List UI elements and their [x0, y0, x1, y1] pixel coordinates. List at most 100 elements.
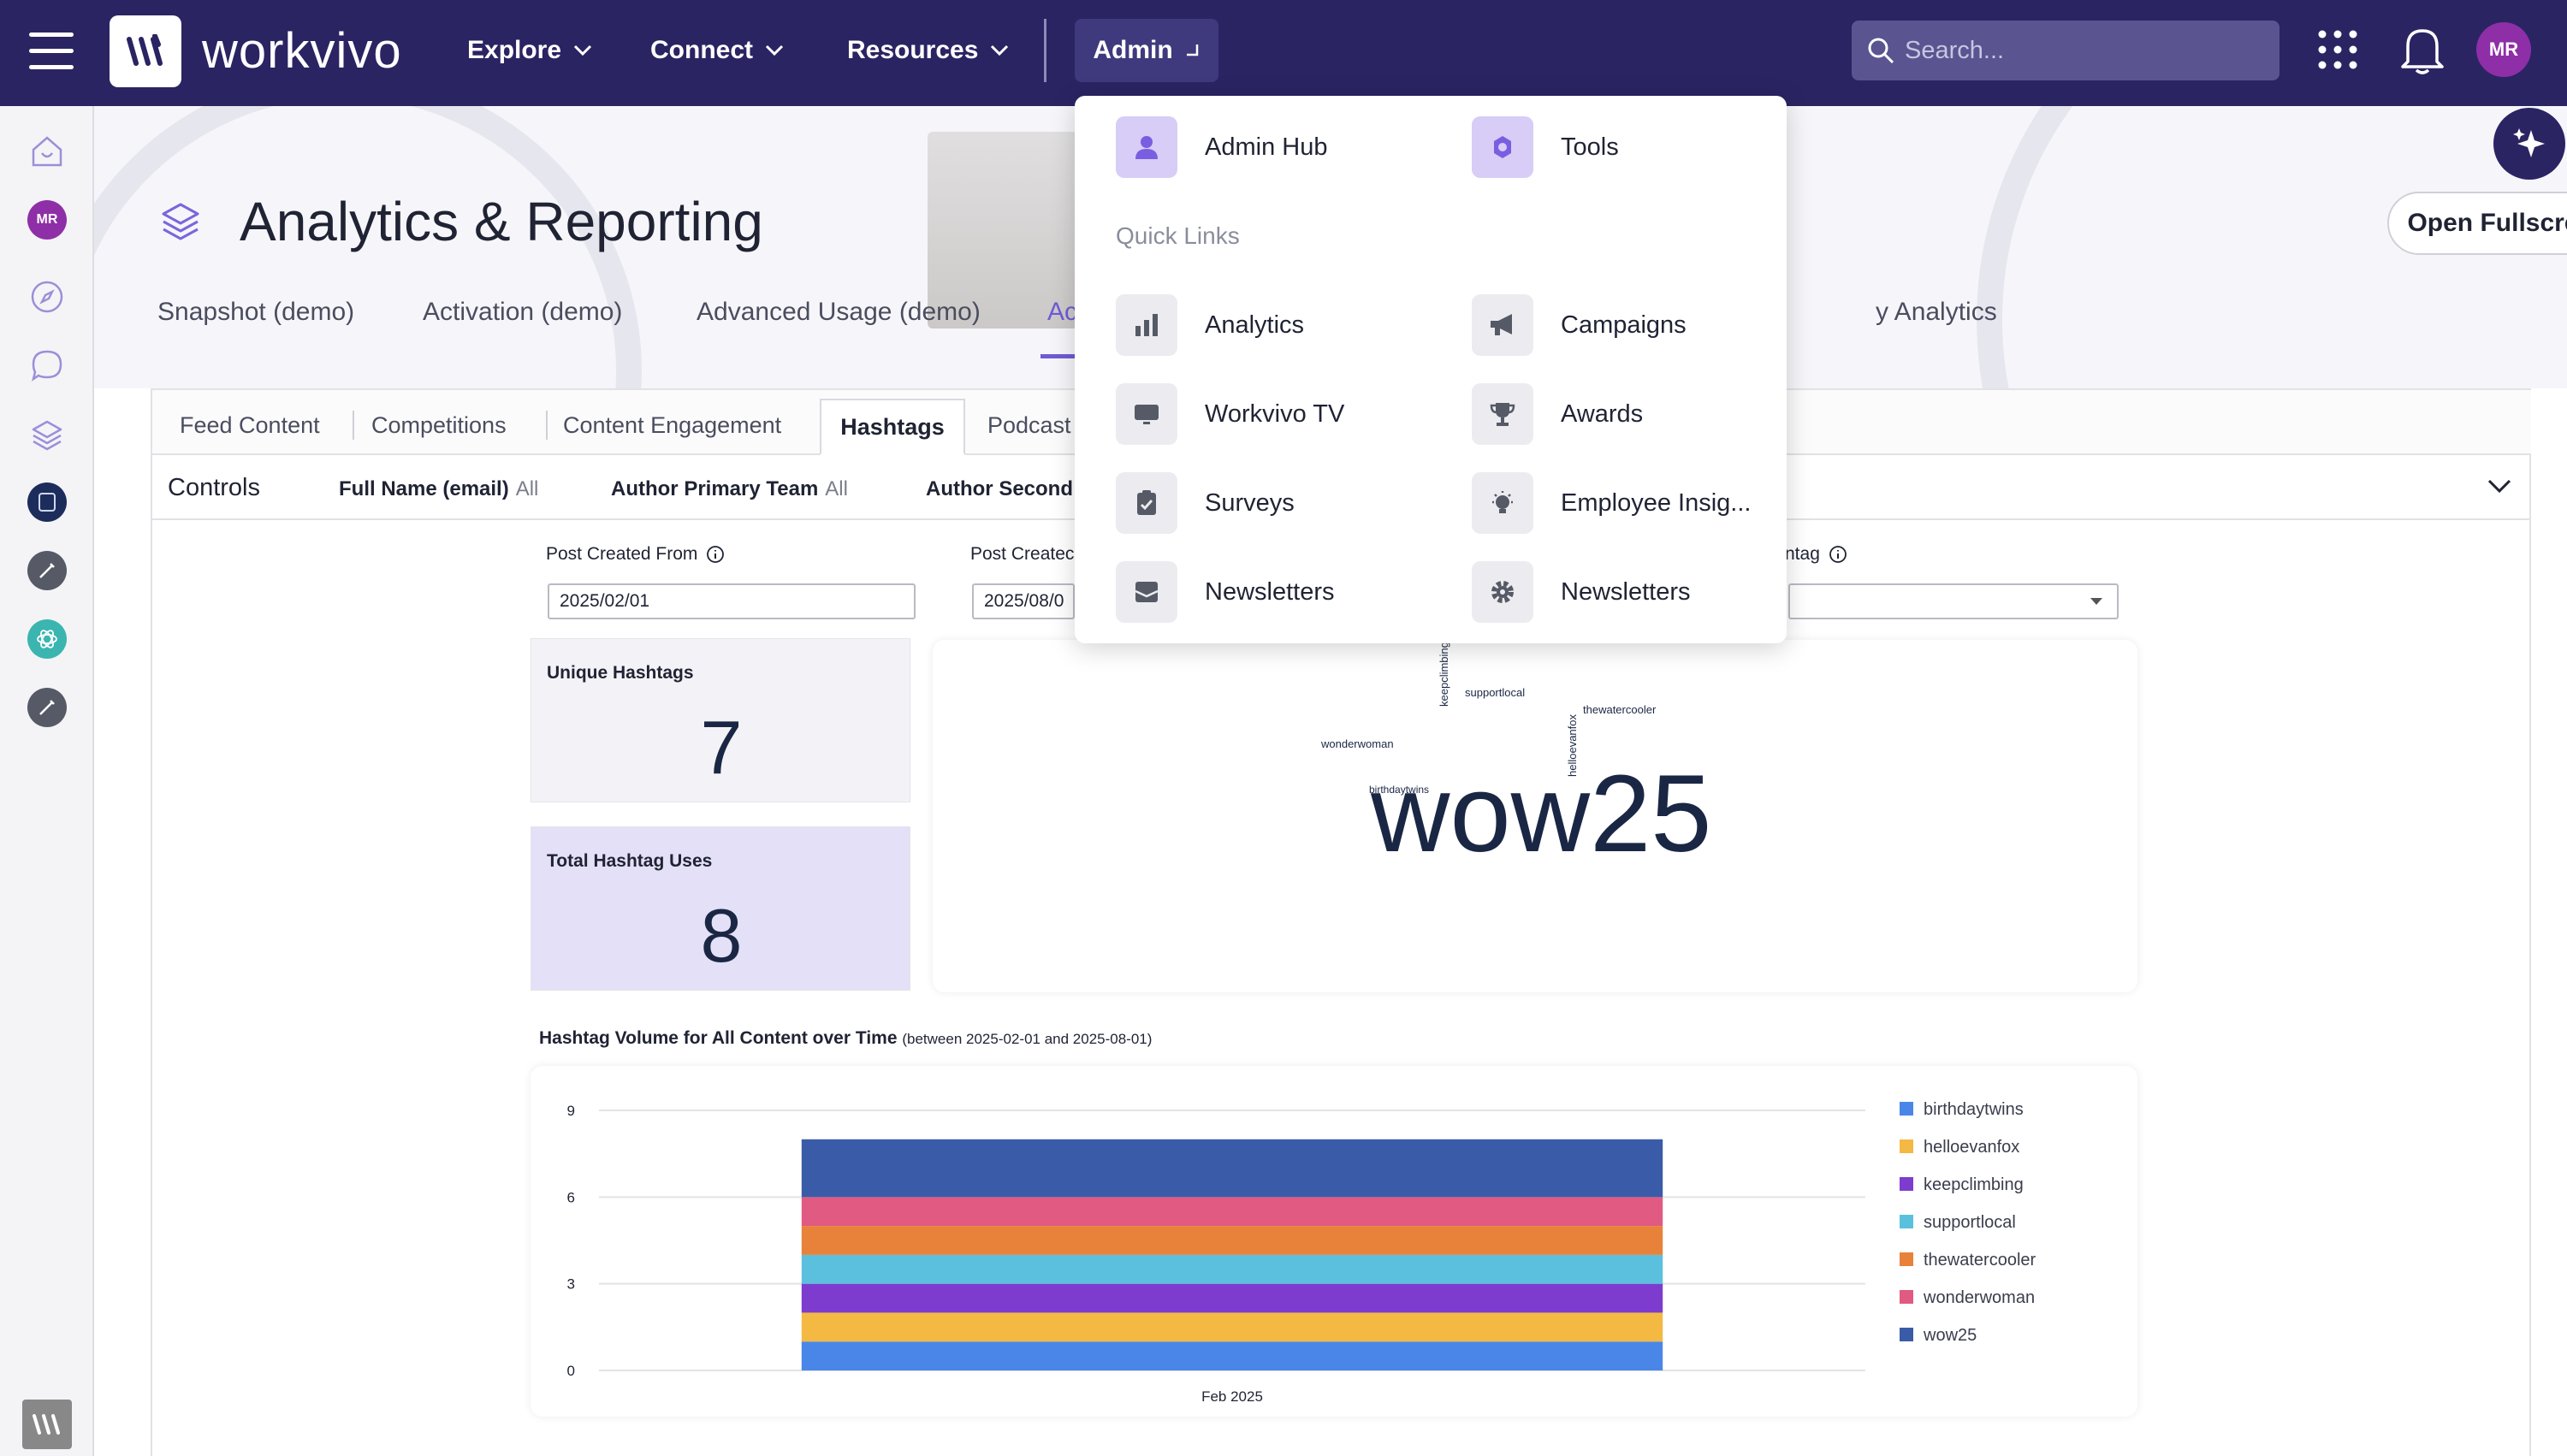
legend-label: thewatercooler	[1924, 1251, 2036, 1270]
app-shortcut-icon[interactable]	[27, 482, 67, 522]
compass-icon[interactable]	[27, 277, 67, 317]
menu-item-tools[interactable]: Tools	[1472, 116, 1619, 178]
workvivo-small-logo-icon[interactable]	[22, 1400, 72, 1449]
menu-item-analytics[interactable]: Analytics	[1116, 294, 1304, 356]
trophy-icon	[1472, 383, 1533, 445]
search-input[interactable]	[1905, 36, 2247, 65]
chart-title: Hashtag Volume for All Content over Time…	[539, 1028, 1152, 1049]
filter-full-name[interactable]: Full Name (email) All	[339, 477, 538, 501]
info-icon[interactable]	[1829, 545, 1847, 564]
bar-segment	[801, 1197, 1663, 1227]
chat-bubble-icon[interactable]	[27, 346, 67, 385]
gear-icon	[1472, 561, 1533, 623]
chevron-down-icon[interactable]	[2487, 477, 2512, 494]
menu-item-campaigns[interactable]: Campaigns	[1472, 294, 1687, 356]
brand-name[interactable]: workvivo	[202, 23, 402, 79]
tab-snapshot[interactable]: Snapshot (demo)	[157, 298, 355, 326]
dashboard-panel: Feed Content Competitions Content Engage…	[151, 388, 2531, 1456]
nav-resources[interactable]: Resources	[847, 36, 1009, 65]
legend-swatch	[1900, 1215, 1913, 1228]
tab-analytics[interactable]: y Analytics	[1876, 298, 1997, 326]
y-tick-label: 9	[567, 1103, 575, 1119]
field-label-text: Post Created From	[546, 544, 698, 564]
menu-item-surveys[interactable]: Surveys	[1116, 472, 1295, 534]
cloud-word: supportlocal	[1465, 686, 1526, 699]
nav-connect-label: Connect	[650, 36, 753, 64]
controls-label[interactable]: Controls	[168, 474, 260, 501]
kpi-value: 8	[700, 893, 743, 978]
filter-name: Author Primary Team	[611, 477, 819, 500]
lightbulb-icon	[1472, 472, 1533, 534]
menu-item-label: Newsletters	[1561, 577, 1691, 606]
menu-item-employee-insights[interactable]: Employee Insig...	[1472, 472, 1751, 534]
subtab-hashtags[interactable]: Hashtags	[820, 399, 965, 455]
subtab-content-engagement[interactable]: Content Engagement	[563, 412, 782, 438]
menu-item-admin-hub[interactable]: Admin Hub	[1116, 116, 1327, 178]
menu-item-newsletters[interactable]: Newsletters	[1116, 561, 1335, 623]
subtab-podcast[interactable]: Podcast	[987, 412, 1071, 438]
tab-advanced-usage[interactable]: Advanced Usage (demo)	[697, 298, 981, 326]
home-icon[interactable]	[27, 132, 67, 171]
info-icon[interactable]	[706, 545, 725, 564]
bar-segment	[801, 1341, 1663, 1370]
subtab-feed-content[interactable]: Feed Content	[180, 412, 320, 438]
post-created-from-input[interactable]: 2025/02/01	[548, 583, 916, 619]
kpi-value: 7	[700, 705, 743, 790]
legend-label: supportlocal	[1924, 1213, 2016, 1232]
nav-explore-label: Explore	[467, 36, 562, 64]
legend-label: wow25	[1923, 1326, 1977, 1345]
filter-value: All	[825, 477, 848, 500]
hashtag-filter-label: ntag	[1785, 544, 1847, 565]
gear-icon	[1472, 116, 1533, 178]
subtab-separator	[546, 411, 548, 440]
post-created-to-input[interactable]: 2025/08/0	[972, 583, 1075, 619]
nav-connect[interactable]: Connect	[650, 36, 784, 65]
bar-segment	[801, 1226, 1663, 1255]
search-box[interactable]	[1852, 21, 2279, 80]
bar-segment	[801, 1312, 1663, 1342]
subtab-competitions[interactable]: Competitions	[371, 412, 507, 438]
menu-item-newsletters-settings[interactable]: Newsletters	[1472, 561, 1691, 623]
external-link-icon	[1186, 44, 1198, 56]
tab-activation[interactable]: Activation (demo)	[423, 298, 623, 326]
ai-sparkle-icon[interactable]	[2493, 108, 2565, 180]
hamburger-menu-icon[interactable]	[29, 33, 74, 70]
tab-active-analytics[interactable]: Ac	[1047, 298, 1078, 326]
sidebar-user-avatar[interactable]: MR	[27, 200, 67, 240]
layers-icon[interactable]	[27, 416, 67, 455]
filter-name: Author Second	[926, 477, 1073, 500]
y-tick-label: 3	[567, 1276, 575, 1293]
caret-down-icon	[2090, 598, 2102, 605]
chevron-down-icon	[991, 44, 1009, 56]
chevron-down-icon	[573, 44, 592, 56]
hashtag-select[interactable]	[1788, 583, 2119, 619]
cloud-word: birthdaytwins	[1369, 784, 1430, 796]
menu-item-label: Newsletters	[1205, 577, 1335, 606]
nav-admin-button[interactable]: Admin	[1075, 19, 1218, 82]
user-avatar[interactable]: MR	[2476, 22, 2531, 77]
bar-segment	[801, 1283, 1663, 1313]
menu-item-label: Tools	[1561, 133, 1619, 161]
top-navigation: workvivo Explore Connect Resources Admin…	[0, 0, 2567, 106]
megaphone-icon	[1472, 294, 1533, 356]
legend-swatch	[1900, 1177, 1913, 1191]
filter-author-secondary[interactable]: Author Second	[926, 477, 1073, 501]
bar-segment	[801, 1254, 1663, 1284]
x-tick-label: Feb 2025	[1201, 1388, 1263, 1405]
menu-item-workvivo-tv[interactable]: Workvivo TV	[1116, 383, 1344, 445]
menu-item-awards[interactable]: Awards	[1472, 383, 1643, 445]
atom-icon[interactable]	[27, 619, 67, 659]
notifications-bell-icon[interactable]	[2399, 26, 2445, 75]
filter-author-primary-team[interactable]: Author Primary Team All	[611, 477, 848, 501]
legend-swatch	[1900, 1252, 1913, 1266]
workvivo-logo-icon[interactable]	[110, 15, 181, 87]
admin-dropdown-menu: Admin Hub Tools Quick Links Analytics Wo…	[1075, 96, 1787, 643]
open-fullscreen-button[interactable]: Open Fullscreen	[2387, 192, 2567, 255]
kpi-label: Unique Hashtags	[547, 663, 694, 683]
nav-divider	[1044, 19, 1046, 82]
nav-explore[interactable]: Explore	[467, 36, 592, 65]
pen-tool-icon[interactable]	[27, 551, 67, 590]
apps-grid-icon[interactable]	[2317, 29, 2358, 70]
pen-tool-icon[interactable]	[27, 688, 67, 727]
bar-segment	[801, 1139, 1663, 1198]
